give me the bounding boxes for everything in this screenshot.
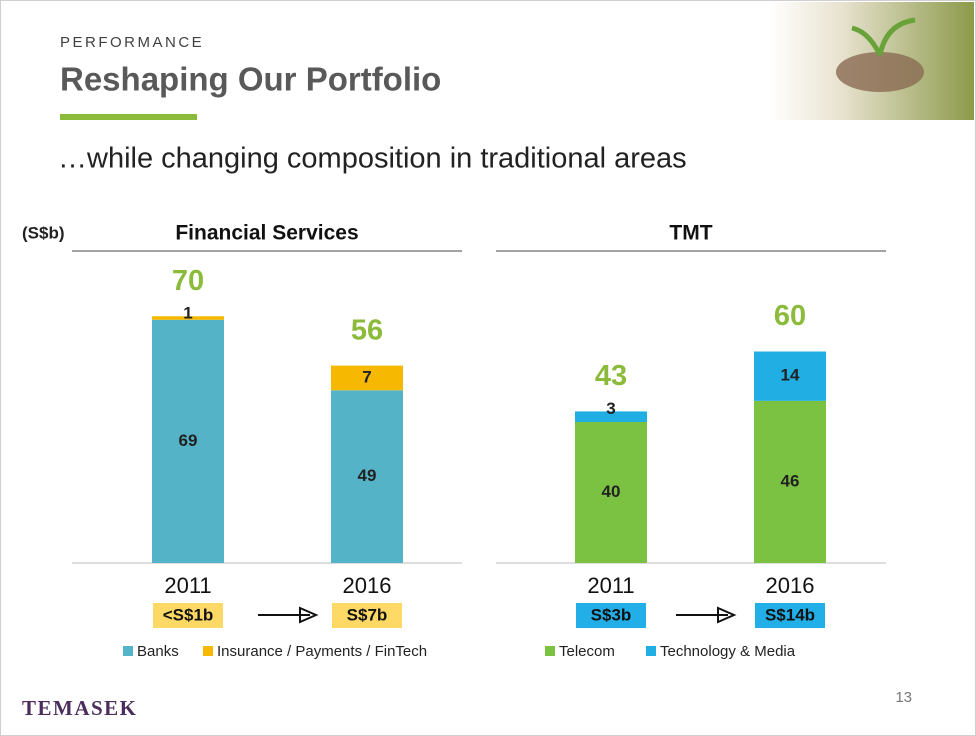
total-label: 70 <box>172 265 204 297</box>
segment-label: 1 <box>183 304 192 323</box>
legend-label: Telecom <box>559 643 615 660</box>
x-tick-label: 2016 <box>766 573 815 598</box>
badge <box>755 603 825 628</box>
bar-segment <box>152 319 224 563</box>
legend-label: Technology & Media <box>660 643 796 660</box>
bar-segment <box>152 316 224 320</box>
x-tick-label: 2011 <box>587 573 634 598</box>
legend-swatch <box>646 646 656 656</box>
badge-label: S$7b <box>347 605 388 624</box>
bar-segment <box>754 400 826 563</box>
segment-label: 69 <box>179 431 198 450</box>
legend-swatch <box>123 646 133 656</box>
unit-label: (S$b) <box>22 223 65 242</box>
x-tick-label: 2016 <box>343 573 392 598</box>
kicker: PERFORMANCE <box>60 34 204 51</box>
chart-title: TMT <box>669 222 712 245</box>
segment-label: 40 <box>602 482 621 501</box>
x-tick-label: 2011 <box>164 573 211 598</box>
page-number: 13 <box>895 689 912 706</box>
badge <box>576 603 646 628</box>
segment-label: 3 <box>606 399 615 418</box>
bar-segment <box>575 411 647 422</box>
sprout <box>851 17 916 57</box>
arrow <box>676 606 737 624</box>
total-label: 43 <box>595 360 627 392</box>
arrow <box>258 606 319 624</box>
bar-segment <box>331 365 403 391</box>
legend-swatch <box>203 646 213 656</box>
slide-title: Reshaping Our Portfolio <box>60 61 441 98</box>
bar-segment <box>331 390 403 563</box>
title-rule <box>60 114 197 120</box>
subtitle: …while changing composition in tradition… <box>58 143 687 175</box>
legend-swatch <box>545 646 555 656</box>
legend-label: Insurance / Payments / FinTech <box>217 643 427 660</box>
badge <box>332 603 402 628</box>
segment-label: 7 <box>362 367 371 386</box>
total-label: 56 <box>351 314 383 346</box>
logo: TEMASEK <box>22 696 138 720</box>
total-label: 60 <box>774 300 806 332</box>
chart-title: Financial Services <box>175 222 358 245</box>
segment-label: 49 <box>358 466 377 485</box>
segment-label: 14 <box>781 366 800 385</box>
bar-segment <box>575 422 647 563</box>
segment-label: 46 <box>781 471 800 490</box>
hands <box>836 52 924 92</box>
legend-label: Banks <box>137 643 179 660</box>
badge-label: <S$1b <box>163 605 214 624</box>
bar-segment <box>754 351 826 401</box>
badge <box>153 603 223 628</box>
badge-label: S$14b <box>765 605 815 624</box>
badge-label: S$3b <box>591 605 632 624</box>
